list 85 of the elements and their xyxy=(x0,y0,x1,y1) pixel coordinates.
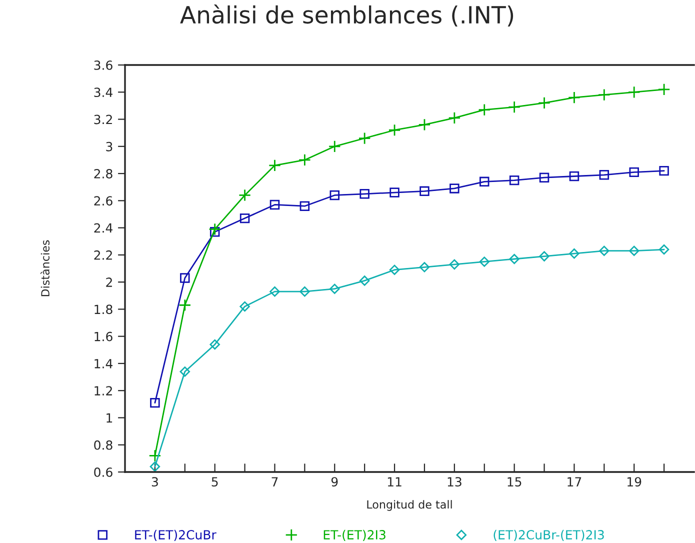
point xyxy=(268,159,281,172)
x-tick-label: 11 xyxy=(388,477,402,486)
y-tick-label: 1.2 xyxy=(94,386,112,396)
x-tick-label: 7 xyxy=(272,477,278,486)
point xyxy=(628,86,640,98)
x-axis-title: Longitud de tall xyxy=(367,500,452,511)
point xyxy=(479,256,490,267)
y-tick-label: 1.8 xyxy=(94,304,112,314)
point xyxy=(538,96,551,110)
point xyxy=(178,298,192,312)
point xyxy=(328,140,341,153)
point xyxy=(628,246,640,256)
point xyxy=(569,248,580,259)
legend-label: (ET)2CuBr-(ET)2I3 xyxy=(494,530,604,541)
point xyxy=(569,171,580,182)
point xyxy=(150,398,160,408)
point xyxy=(418,118,431,131)
point xyxy=(508,100,521,114)
point xyxy=(330,284,340,294)
legend-label: ET-(ET)2CuBr xyxy=(135,530,216,541)
legend-label: ET-(ET)2I3 xyxy=(324,530,386,541)
x-tick-label: 3 xyxy=(152,477,158,487)
point xyxy=(388,124,401,136)
point xyxy=(148,449,162,462)
point xyxy=(539,251,550,262)
point xyxy=(509,254,520,264)
y-tick-label: 0.8 xyxy=(94,440,112,450)
y-tick-label: 2.2 xyxy=(94,250,112,260)
point xyxy=(658,244,670,255)
y-tick-label: 2 xyxy=(106,278,112,287)
point xyxy=(210,227,220,237)
point xyxy=(238,188,252,202)
y-tick-label: 1 xyxy=(106,413,112,422)
point xyxy=(448,112,461,124)
point xyxy=(390,188,400,198)
x-tick-label: 9 xyxy=(331,477,338,487)
x-tick-label: 17 xyxy=(568,477,582,486)
point xyxy=(180,366,190,377)
y-tick-label: 3.6 xyxy=(94,60,112,70)
y-tick-label: 1.4 xyxy=(94,359,112,368)
point xyxy=(359,276,370,286)
point xyxy=(629,167,639,178)
point xyxy=(449,259,460,270)
point xyxy=(568,91,580,104)
y-tick-label: 1.6 xyxy=(94,332,112,342)
y-tick-label: 3.2 xyxy=(94,114,112,124)
point xyxy=(599,170,610,180)
point xyxy=(210,339,220,350)
point xyxy=(389,264,400,275)
point xyxy=(330,190,340,200)
y-tick-label: 2.8 xyxy=(94,169,112,178)
point xyxy=(419,262,430,272)
point xyxy=(300,201,310,211)
point xyxy=(598,88,610,102)
x-tick-label: 5 xyxy=(212,477,218,487)
point xyxy=(150,461,160,472)
point xyxy=(240,301,250,312)
point xyxy=(180,273,190,283)
y-tick-label: 3.4 xyxy=(94,88,112,98)
point xyxy=(298,154,311,166)
y-tick-label: 0.6 xyxy=(94,467,112,477)
point xyxy=(420,186,430,196)
point xyxy=(480,176,490,187)
x-tick-label: 15 xyxy=(508,477,522,487)
point xyxy=(478,104,491,116)
chart-title: Anàlisi de semblances (.INT) xyxy=(180,4,514,26)
point xyxy=(300,286,310,297)
y-tick-label: 2.6 xyxy=(94,196,112,206)
point xyxy=(450,184,460,194)
point xyxy=(270,286,280,297)
point xyxy=(509,175,520,186)
point xyxy=(360,189,370,199)
y-tick-label: 3 xyxy=(106,142,112,152)
y-tick-label: 2.4 xyxy=(94,223,112,233)
point xyxy=(599,246,610,256)
point xyxy=(240,213,250,224)
point xyxy=(358,132,371,145)
point xyxy=(658,83,670,96)
x-tick-label: 13 xyxy=(448,477,462,487)
y-axis-title: Distàncies xyxy=(40,240,50,296)
point xyxy=(659,166,669,176)
point xyxy=(539,172,550,182)
x-tick-label: 19 xyxy=(628,477,642,487)
point xyxy=(270,200,280,210)
point xyxy=(208,222,222,236)
